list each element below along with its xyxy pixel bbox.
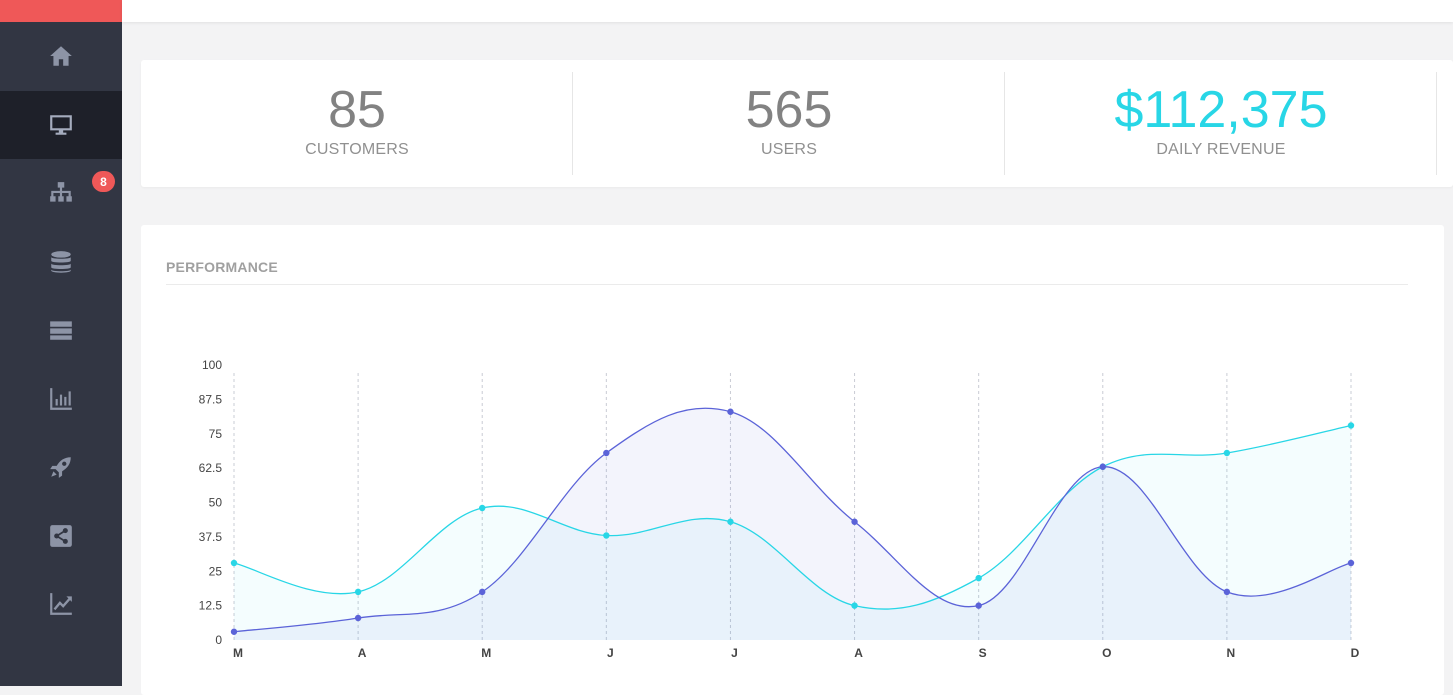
data-point[interactable] bbox=[975, 574, 982, 582]
data-point[interactable] bbox=[479, 504, 486, 512]
data-point[interactable] bbox=[851, 602, 858, 609]
nav-item-servers[interactable] bbox=[0, 296, 122, 365]
x-tick-label: S bbox=[979, 646, 987, 660]
stats-card: 85 CUSTOMERS 565 USERS $112,375 DAILY RE… bbox=[141, 60, 1453, 187]
panel-divider bbox=[166, 284, 1408, 285]
nav-item-share[interactable] bbox=[0, 502, 122, 571]
data-point[interactable] bbox=[230, 559, 238, 567]
nav-item-home[interactable] bbox=[0, 22, 122, 91]
data-point[interactable] bbox=[1223, 588, 1231, 596]
home-icon bbox=[50, 46, 72, 66]
data-point[interactable] bbox=[1347, 559, 1355, 567]
series-line bbox=[233, 407, 1352, 633]
stat-value: $112,375 bbox=[1114, 81, 1328, 139]
y-tick-label: 37.5 bbox=[199, 530, 223, 544]
bar-chart-icon bbox=[50, 387, 72, 410]
server-icon bbox=[50, 321, 72, 340]
data-point[interactable] bbox=[1223, 449, 1231, 457]
data-point[interactable] bbox=[975, 602, 982, 609]
x-tick-label: M bbox=[481, 646, 491, 660]
stat-value: 565 bbox=[745, 81, 833, 139]
y-tick-label: 25 bbox=[209, 564, 223, 578]
x-tick-label: D bbox=[1351, 646, 1360, 660]
y-tick-label: 0 bbox=[215, 633, 222, 647]
line-chart-icon bbox=[50, 593, 72, 616]
stat-label: USERS bbox=[760, 141, 818, 158]
data-point[interactable] bbox=[727, 408, 734, 415]
stat-customers: 85 CUSTOMERS bbox=[141, 60, 573, 187]
data-point[interactable] bbox=[727, 518, 734, 525]
sidebar: 8 bbox=[0, 0, 122, 686]
data-point[interactable] bbox=[603, 532, 610, 539]
stat-divider bbox=[572, 72, 573, 175]
nav-item-sitemap[interactable]: 8 bbox=[0, 159, 122, 228]
nav-item-reports[interactable] bbox=[0, 365, 122, 434]
stat-users: 565 USERS bbox=[573, 60, 1005, 187]
stat-daily-revenue: $112,375 DAILY REVENUE bbox=[1005, 60, 1437, 187]
x-tick-label: A bbox=[358, 646, 367, 660]
stat-value: 85 bbox=[328, 81, 386, 139]
share-icon bbox=[50, 524, 72, 547]
stat-label: CUSTOMERS bbox=[305, 141, 409, 158]
stat-divider bbox=[1436, 72, 1437, 175]
performance-chart: 0 12.5 25 37.5 50 62.5 75 87.5 100 M A M J J A S O N D bbox=[199, 358, 1360, 660]
rocket-icon bbox=[50, 457, 71, 479]
y-tick-label: 12.5 bbox=[199, 599, 223, 613]
sitemap-icon bbox=[50, 182, 72, 202]
data-point[interactable] bbox=[230, 628, 238, 635]
nav-item-dashboard[interactable] bbox=[0, 90, 122, 159]
y-tick-label: 87.5 bbox=[199, 392, 223, 406]
series-area bbox=[234, 408, 1351, 640]
series-line bbox=[233, 424, 1352, 610]
stat-label: DAILY REVENUE bbox=[1156, 141, 1286, 158]
notification-badge: 8 bbox=[92, 171, 115, 192]
panel-title: PERFORMANCE bbox=[166, 259, 278, 275]
x-tick-label: N bbox=[1227, 646, 1236, 660]
y-tick-label: 62.5 bbox=[199, 461, 223, 475]
data-point[interactable] bbox=[354, 588, 362, 596]
y-tick-label: 50 bbox=[209, 496, 223, 510]
x-tick-label: J bbox=[731, 646, 738, 660]
top-bar bbox=[122, 0, 1453, 22]
data-point[interactable] bbox=[851, 518, 858, 525]
stat-divider bbox=[1004, 72, 1005, 175]
y-tick-label: 100 bbox=[202, 358, 222, 372]
brand-bar bbox=[0, 0, 122, 22]
x-tick-label: A bbox=[854, 646, 863, 660]
data-point[interactable] bbox=[1347, 422, 1355, 429]
data-point[interactable] bbox=[354, 614, 362, 622]
nav-item-analytics[interactable] bbox=[0, 570, 122, 639]
series-area bbox=[234, 425, 1351, 640]
x-tick-label: J bbox=[607, 646, 614, 660]
monitor-icon bbox=[50, 115, 72, 135]
data-point[interactable] bbox=[1099, 463, 1106, 470]
x-tick-label: O bbox=[1102, 646, 1111, 660]
nav-item-database[interactable] bbox=[0, 228, 122, 297]
data-point[interactable] bbox=[479, 588, 486, 596]
nav-item-launch[interactable] bbox=[0, 433, 122, 502]
x-tick-label: M bbox=[233, 646, 243, 660]
data-point[interactable] bbox=[603, 449, 610, 457]
database-icon bbox=[51, 250, 71, 273]
y-tick-label: 75 bbox=[209, 427, 223, 441]
